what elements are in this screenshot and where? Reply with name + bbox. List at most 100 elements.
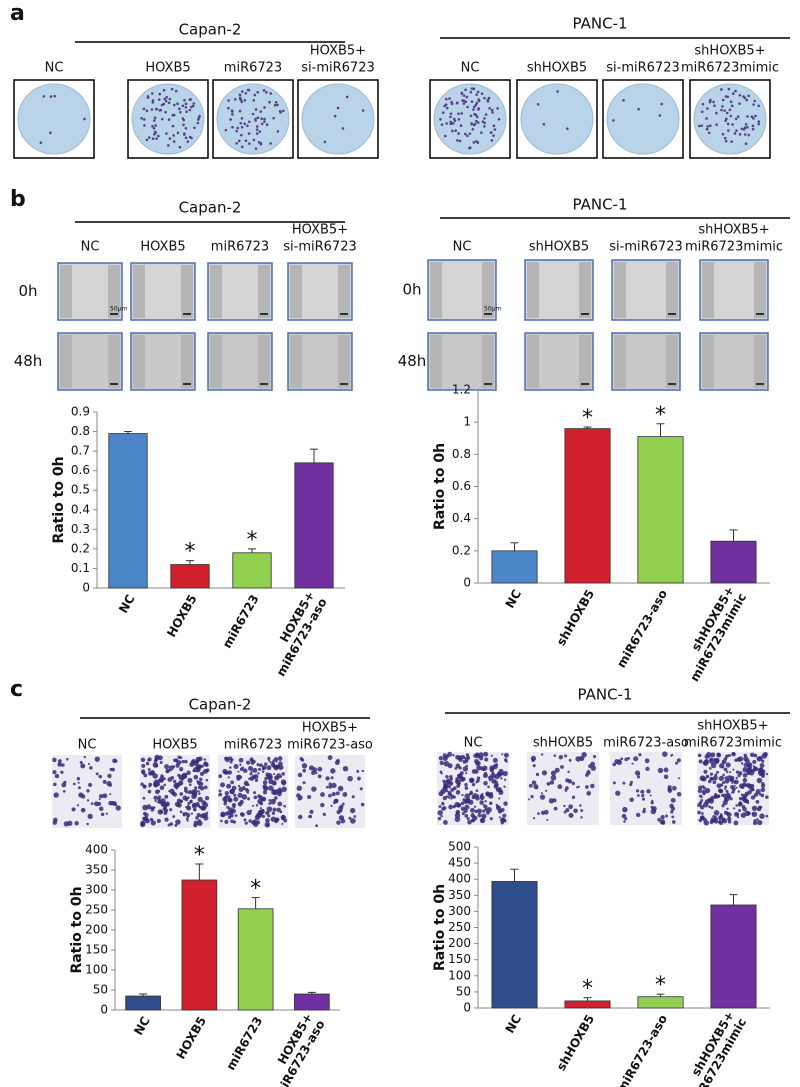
panel-label: b (10, 187, 26, 212)
cell (659, 819, 666, 825)
cell (454, 766, 458, 770)
cell (729, 771, 732, 774)
cell-edge (430, 335, 442, 388)
cell (476, 765, 482, 771)
colony (273, 103, 277, 107)
cell (760, 793, 765, 798)
cell (447, 796, 451, 799)
cell (73, 782, 76, 786)
colony (49, 95, 53, 98)
cell (473, 753, 478, 758)
cell (742, 773, 748, 778)
cell (558, 755, 564, 760)
colony (159, 108, 163, 112)
colony (278, 109, 282, 113)
cell (197, 796, 203, 803)
colony (472, 123, 476, 127)
cell (274, 789, 278, 792)
cell (328, 784, 333, 789)
colony (462, 94, 466, 97)
colony (723, 136, 727, 140)
cell (226, 805, 230, 809)
cell (174, 823, 178, 827)
cell (483, 781, 488, 786)
cell-edge (108, 265, 120, 318)
dish (17, 83, 91, 155)
cell (473, 805, 477, 809)
cell (152, 762, 159, 768)
cell-edge (579, 262, 591, 318)
cell (752, 759, 757, 764)
cell (753, 792, 759, 797)
cell (460, 806, 466, 811)
cell (759, 805, 763, 809)
cell (256, 763, 260, 767)
cell (627, 757, 631, 760)
cell (722, 773, 725, 777)
bar (181, 879, 218, 1011)
cell (52, 820, 57, 825)
cell (731, 791, 734, 794)
cell (650, 801, 654, 805)
cell (87, 762, 91, 766)
cell (261, 765, 267, 770)
colony (153, 132, 156, 136)
colony (39, 141, 43, 144)
colony (167, 101, 171, 105)
colony (155, 137, 158, 140)
bar (125, 995, 161, 1011)
cell (53, 794, 56, 797)
cell (87, 813, 93, 820)
y-tick-label: 0.6 (71, 463, 90, 477)
cell (738, 808, 742, 812)
cell (667, 785, 672, 790)
y-tick-label: 50 (456, 984, 471, 998)
cell (624, 757, 629, 762)
cell (202, 802, 209, 808)
cell (283, 818, 288, 823)
colony (723, 109, 726, 112)
bar (294, 462, 334, 589)
colony (53, 94, 56, 98)
colony (181, 104, 185, 108)
cell (716, 752, 722, 758)
colony (751, 124, 755, 128)
cell (501, 753, 504, 756)
colony (740, 127, 744, 131)
colony (341, 127, 345, 130)
cell (483, 751, 489, 757)
cell (218, 774, 223, 779)
cell (52, 770, 57, 775)
colony (256, 116, 260, 120)
colony (165, 132, 168, 135)
colony (466, 134, 469, 138)
cell (530, 795, 534, 799)
cell (590, 765, 597, 771)
colony (470, 122, 473, 125)
colony (246, 124, 249, 128)
cell (637, 794, 640, 797)
cell (467, 820, 472, 825)
cell (476, 779, 480, 783)
colony (484, 113, 488, 116)
cell (185, 817, 189, 821)
cell (697, 789, 702, 793)
cell (622, 806, 628, 813)
cell (166, 769, 170, 773)
cell (237, 801, 243, 807)
colony (708, 124, 712, 128)
cell-edge (290, 265, 302, 318)
cell (620, 757, 624, 761)
colony (260, 117, 264, 120)
cell (164, 794, 169, 799)
colony (185, 110, 188, 114)
y-tick-label: 1 (463, 415, 471, 429)
bar (108, 433, 148, 589)
colony (458, 139, 462, 143)
cell (227, 815, 232, 819)
cell (644, 758, 650, 764)
scale-bar-label: 50μm (110, 306, 127, 313)
cell (437, 816, 442, 821)
cell (721, 759, 727, 765)
